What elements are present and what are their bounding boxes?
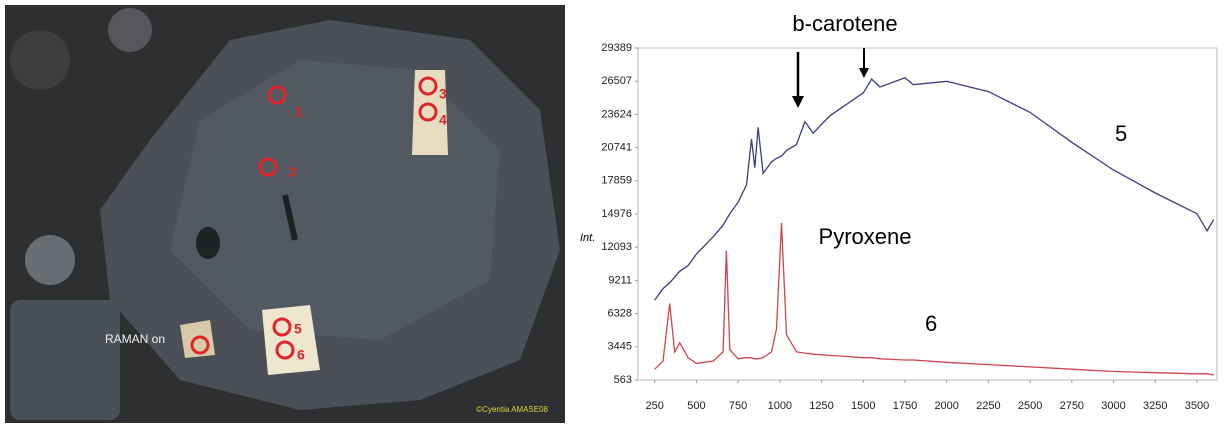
point-label: 6: [297, 347, 305, 363]
x-tick-label: 1250: [809, 400, 833, 412]
x-tick-label: 250: [646, 400, 664, 412]
annotation: b-carotene: [792, 11, 897, 36]
x-tick-label: 750: [729, 400, 747, 412]
annotation: Pyroxene: [819, 224, 912, 249]
y-tick-label: 23624: [601, 108, 632, 120]
x-tick-label: 1500: [851, 400, 875, 412]
y-tick-label: 563: [614, 374, 632, 386]
pebble: [25, 235, 75, 285]
x-tick-label: 2000: [934, 400, 958, 412]
pebble: [10, 30, 70, 90]
y-tick-label: 14976: [601, 208, 632, 220]
y-axis-label: Int.: [580, 232, 595, 244]
x-tick-label: 1000: [768, 400, 792, 412]
point-label: 1: [295, 104, 303, 120]
y-tick-label: 3445: [608, 341, 632, 353]
rock-photo: 1 2 3 4 5 6 RAMAN on ©Cyentia AMASE08: [5, 5, 565, 423]
y-tick-label: 26507: [601, 75, 632, 87]
hole: [196, 227, 220, 259]
point-label: 2: [289, 164, 297, 180]
point-label: 5: [294, 321, 302, 337]
x-tick-label: 2250: [976, 400, 1000, 412]
point-label: 4: [439, 112, 447, 128]
x-tick-label: 3250: [1143, 400, 1167, 412]
x-tick-label: 1750: [893, 400, 917, 412]
y-tick-label: 9211: [608, 274, 632, 286]
y-tick-label: 17859: [601, 175, 632, 187]
y-tick-label: 20741: [601, 142, 632, 154]
caption: RAMAN on: [105, 332, 165, 346]
y-tick-label: 29389: [601, 42, 632, 54]
x-tick-label: 3500: [1185, 400, 1209, 412]
y-tick-label: 6328: [608, 308, 632, 320]
x-tick-label: 2750: [1060, 400, 1084, 412]
light-patch: [262, 305, 320, 375]
page: {"photo": {"labels": ["1", "2", "3", "4"…: [0, 0, 1224, 423]
series-label: 6: [925, 311, 937, 336]
series-label: 5: [1115, 121, 1127, 146]
y-tick-label: 12093: [601, 241, 632, 253]
x-tick-label: 2500: [1018, 400, 1042, 412]
stone: [10, 300, 120, 420]
credit: ©Cyentia AMASE08: [476, 405, 548, 414]
point-label: 3: [439, 86, 447, 102]
x-tick-label: 3000: [1101, 400, 1125, 412]
x-tick-label: 500: [687, 400, 705, 412]
pebble: [108, 8, 152, 52]
figure: 1 2 3 4 5 6 RAMAN on ©Cyentia AMASE08 In…: [0, 0, 1224, 423]
